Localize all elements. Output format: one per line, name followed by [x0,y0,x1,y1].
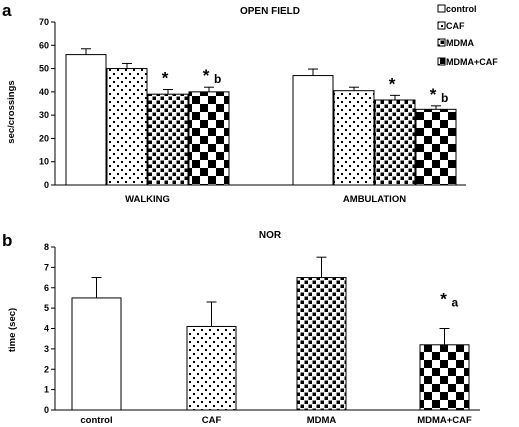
significance-star: * [440,290,447,309]
panel-a-letter: a [2,1,12,20]
x-category-label: WALKING [125,194,170,205]
panel-a-ylabel: sec/crossings [6,80,17,143]
x-category-label: control [80,415,112,426]
y-tick-label: 10 [39,157,49,167]
y-tick-label: 20 [39,133,49,143]
y-tick-label: 0 [44,180,49,190]
y-tick-label: 5 [44,303,49,313]
bar-mdma-ambulation [374,99,416,186]
legend-item-mdma: MDMA [437,38,474,48]
bar-caf [186,325,237,411]
legend-item-control: control [437,4,477,14]
legend-swatch-control [437,4,446,13]
bar-mdma-walking [147,93,189,186]
y-tick-label: 4 [44,324,49,334]
panel-b-letter: b [2,231,12,250]
legend-label-caf: CAF [446,21,465,31]
legend-label-control: control [446,4,477,14]
significance-letter: b [214,72,221,86]
panel-b-title: NOR [259,230,282,241]
significance-star: * [389,74,396,93]
y-tick-label: 60 [39,40,49,50]
legend-swatch-mdma [437,38,446,47]
significance-star: * [430,85,437,104]
y-tick-label: 40 [39,87,49,97]
significance-letter: b [441,91,448,105]
significance-star: * [162,69,169,88]
y-tick-label: 0 [44,405,49,415]
bar-mdma-caf [419,344,470,411]
legend-item-caf: CAF [437,21,465,31]
panel-b-axes: 0 1 2 3 4 5 6 7 8 [44,242,480,415]
legend-item-mdma-caf: MDMA+CAF [437,57,498,67]
panel-a-title: OPEN FIELD [240,6,300,17]
y-tick-label: 7 [44,262,49,272]
y-tick-label: 2 [44,364,49,374]
legend-swatch-caf [437,21,446,30]
y-tick-label: 6 [44,283,49,293]
y-tick-label: 8 [44,242,49,252]
x-category-label: MDMA+CAF [417,415,472,426]
panel-a-bars [65,48,457,186]
bar-caf-ambulation [333,90,375,186]
bar-mdma-caf-walking [188,91,230,186]
y-tick-label: 30 [39,110,49,120]
y-tick-label: 50 [39,64,49,74]
legend-swatch-mdma-caf [437,57,446,66]
panel-b-bars [71,256,470,411]
bar-caf-walking [106,68,148,186]
bar-mdma [296,277,347,411]
panel-a: a OPEN FIELD sec/crossings 0 10 20 30 40 50 60… [2,1,466,205]
x-category-label: CAF [202,415,222,426]
legend: control CAF MDMA MDMA+CAF [437,4,498,67]
bar-control-walking [65,54,107,186]
panel-a-labels: WALKING AMBULATION * * b * * b [125,66,448,205]
bar-control [71,297,122,411]
y-tick-label: 1 [44,385,49,395]
legend-label-mdma: MDMA [446,38,474,48]
significance-star: * [203,66,210,85]
panel-b-ylabel: time (sec) [7,308,18,352]
panel-b-labels: control CAF MDMA MDMA+CAF * a [80,290,472,427]
legend-label-mdma-caf: MDMA+CAF [446,57,498,67]
bar-mdma-caf-ambulation [415,108,457,186]
x-category-label: MDMA [307,415,337,426]
panel-b: b NOR time (sec) 0 1 2 3 4 5 6 7 8 control CAF MDM… [2,230,480,426]
bar-control-ambulation [292,75,334,186]
significance-letter: a [452,296,459,310]
y-tick-label: 3 [44,344,49,354]
y-tick-label: 70 [39,17,49,27]
x-category-label: AMBULATION [343,194,406,205]
